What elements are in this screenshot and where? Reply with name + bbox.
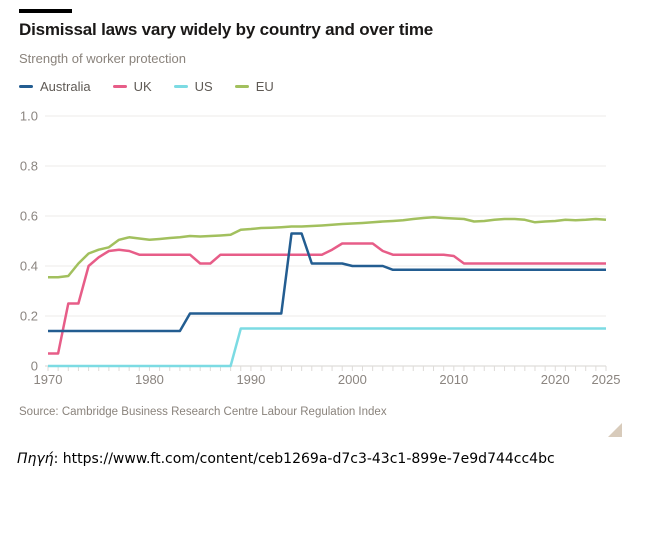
attribution-url: https://www.ft.com/content/ceb1269a-d7c3… xyxy=(62,451,555,467)
attribution-line: Πηγή: https://www.ft.com/content/ceb1269… xyxy=(17,451,555,467)
legend-label: Australia xyxy=(40,79,91,94)
y-tick-label: 0.6 xyxy=(20,209,38,224)
legend-line-icon xyxy=(234,85,249,88)
x-tick-label: 1980 xyxy=(135,372,164,387)
y-tick-label: 0 xyxy=(31,359,38,374)
x-tick-label: 2010 xyxy=(439,372,468,387)
x-tick-label: 1970 xyxy=(34,372,63,387)
x-tick-label: 2020 xyxy=(541,372,570,387)
x-tick-label: 2025 xyxy=(592,372,621,387)
chart-title: Dismissal laws vary widely by country an… xyxy=(19,20,434,39)
legend-line-icon xyxy=(19,85,33,88)
series-line-australia xyxy=(48,232,606,333)
y-tick-label: 1.0 xyxy=(20,109,38,124)
legend-line-icon xyxy=(173,85,188,88)
resize-handle-icon[interactable] xyxy=(608,423,622,437)
title-rule xyxy=(19,9,72,13)
y-tick-label: 0.2 xyxy=(20,309,38,324)
y-tick-label: 0.8 xyxy=(20,159,38,174)
line-chart: 0 0.2 0.4 0.6 0.8 1.0 1970 1980 1990 2000 2010 2020… xyxy=(20,109,621,388)
legend-label: US xyxy=(194,79,213,94)
y-tick-label: 0.4 xyxy=(20,259,38,274)
legend-item-australia: Australia xyxy=(19,79,91,94)
legend-label: UK xyxy=(133,79,152,94)
chart-legend: Australia UK US EU xyxy=(19,79,274,94)
attribution-label: Πηγή xyxy=(17,451,54,467)
legend-item-uk: UK xyxy=(112,79,152,94)
legend-item-eu: EU xyxy=(234,79,274,94)
series-line-eu xyxy=(48,216,607,279)
source-note: Source: Cambridge Business Research Cent… xyxy=(19,406,387,418)
x-tick-label: 2000 xyxy=(338,372,367,387)
legend-line-icon xyxy=(112,85,127,88)
x-tick-label: 1990 xyxy=(236,372,265,387)
chart-subtitle: Strength of worker protection xyxy=(19,51,186,66)
legend-label: EU xyxy=(255,79,274,94)
series-line-us xyxy=(48,327,606,368)
attribution-separator: : xyxy=(53,451,63,467)
series-line-uk xyxy=(48,242,606,355)
legend-item-us: US xyxy=(173,79,213,94)
